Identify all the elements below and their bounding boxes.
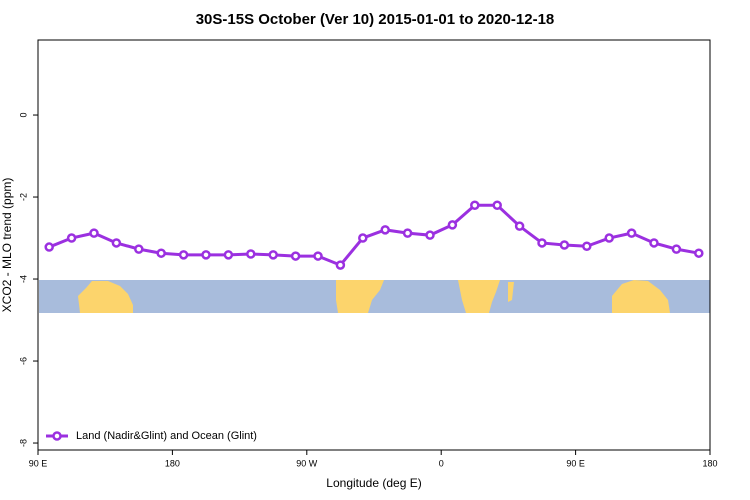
point bbox=[425, 230, 435, 240]
point bbox=[358, 233, 368, 243]
map-band bbox=[39, 280, 710, 313]
x-tick-label: 90 E bbox=[566, 458, 585, 468]
point bbox=[335, 260, 346, 270]
point bbox=[671, 244, 682, 254]
point bbox=[514, 221, 525, 231]
point bbox=[447, 220, 458, 230]
x-tick-label: 180 bbox=[165, 458, 180, 468]
point bbox=[626, 228, 637, 238]
point bbox=[582, 241, 592, 251]
point bbox=[604, 233, 614, 243]
point bbox=[66, 233, 77, 243]
point bbox=[313, 251, 323, 261]
point bbox=[492, 200, 502, 210]
point bbox=[268, 250, 278, 260]
point bbox=[380, 225, 390, 235]
legend-label: Land (Nadir&Glint) and Ocean (Glint) bbox=[76, 430, 257, 442]
point bbox=[44, 242, 54, 252]
point bbox=[694, 248, 704, 258]
point bbox=[246, 249, 256, 259]
x-tick-label: 180 bbox=[702, 458, 717, 468]
x-axis-title: Longitude (deg E) bbox=[326, 476, 421, 490]
point bbox=[178, 250, 189, 260]
point bbox=[89, 228, 99, 238]
point bbox=[537, 238, 547, 248]
point bbox=[402, 228, 413, 238]
point bbox=[290, 251, 301, 261]
legend-marker bbox=[52, 431, 62, 441]
point bbox=[134, 244, 144, 254]
x-tick-label: 0 bbox=[439, 458, 444, 468]
y-tick-label: -2 bbox=[18, 193, 28, 201]
plot-frame bbox=[37, 39, 711, 451]
point bbox=[559, 240, 570, 250]
x-tick-label: 90 E bbox=[29, 458, 48, 468]
y-tick-label: 0 bbox=[18, 113, 28, 118]
point bbox=[470, 200, 480, 210]
y-tick-label: -4 bbox=[18, 275, 28, 283]
x-tick-label: 90 W bbox=[296, 458, 318, 468]
y-axis-title: XCO2 - MLO trend (ppm) bbox=[0, 178, 14, 313]
y-tick-label: -6 bbox=[18, 357, 28, 365]
point bbox=[223, 250, 234, 260]
point bbox=[156, 248, 166, 258]
y-tick-label: -8 bbox=[18, 439, 28, 447]
point bbox=[201, 250, 211, 260]
chart-title: 30S-15S October (Ver 10) 2015-01-01 to 2… bbox=[196, 11, 555, 28]
point bbox=[111, 238, 122, 248]
series-line bbox=[48, 203, 700, 267]
point bbox=[649, 238, 659, 248]
